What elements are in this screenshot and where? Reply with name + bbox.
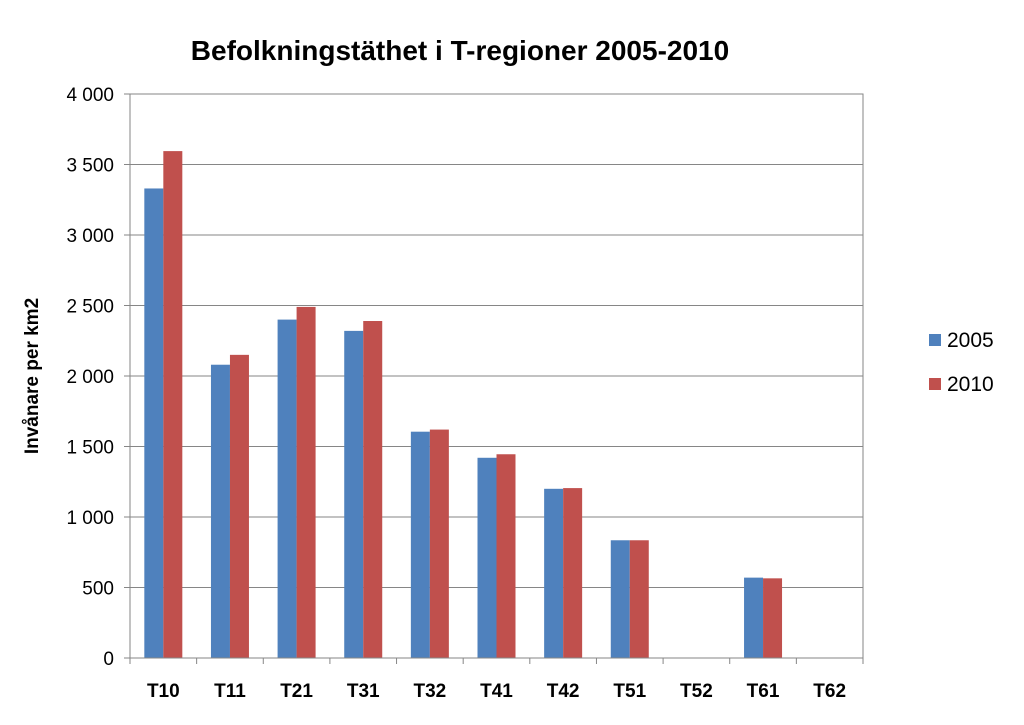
y-tick-label: 0 bbox=[103, 649, 114, 670]
y-tick-label: 1 500 bbox=[66, 438, 114, 459]
x-tick-label: T11 bbox=[214, 681, 246, 702]
bar-2005-T61 bbox=[744, 577, 764, 658]
chart-title: Befolkningstäthet i T-regioner 2005-2010 bbox=[191, 35, 729, 66]
x-tick-label: T62 bbox=[813, 681, 846, 702]
x-axis-categories: T10 T11 T21 T31 T32 T41 T42 T51 T52 T61 T62 bbox=[147, 681, 846, 702]
bar-2010-T61 bbox=[763, 578, 783, 658]
y-tick-label: 2 000 bbox=[66, 367, 114, 388]
x-tick-label: T61 bbox=[747, 681, 780, 702]
legend-label-2005: 2005 bbox=[947, 329, 994, 352]
y-tick-label: 2 500 bbox=[66, 297, 114, 318]
bar-2010-T32 bbox=[429, 429, 449, 658]
y-tick-label: 4 000 bbox=[66, 85, 114, 106]
bars bbox=[144, 151, 783, 659]
x-tick-label: T32 bbox=[413, 681, 446, 702]
bar-2005-T31 bbox=[344, 330, 364, 658]
bar-2005-T10 bbox=[144, 188, 164, 658]
x-tick-label: T31 bbox=[347, 681, 380, 702]
gridlines bbox=[130, 93, 863, 588]
y-tick-label: 3 000 bbox=[66, 226, 114, 247]
legend-label-2010: 2010 bbox=[947, 373, 994, 396]
bar-2010-T21 bbox=[296, 306, 316, 658]
bar-2005-T51 bbox=[610, 540, 630, 658]
bar-2005-T11 bbox=[210, 364, 230, 658]
x-tick-label: T21 bbox=[280, 681, 313, 702]
bar-2010-T42 bbox=[563, 488, 583, 658]
bar-2010-T10 bbox=[163, 151, 183, 659]
bar-2010-T41 bbox=[496, 454, 516, 658]
x-tick-label: T10 bbox=[147, 681, 180, 702]
bar-2005-T41 bbox=[477, 457, 497, 658]
bar-2010-T11 bbox=[229, 354, 249, 658]
bar-2005-T42 bbox=[544, 488, 564, 658]
y-axis-label: Invånare per km2 bbox=[22, 298, 43, 454]
y-tick-label: 3 500 bbox=[66, 156, 114, 177]
legend: 2005 2010 bbox=[929, 329, 994, 396]
legend-swatch-2005 bbox=[929, 334, 941, 346]
y-axis-ticks: 0 500 1 000 1 500 2 000 2 500 3 000 3 500 4 000 bbox=[66, 85, 130, 670]
bar-2010-T31 bbox=[363, 321, 383, 658]
x-tick-label: T51 bbox=[613, 681, 646, 702]
x-tick-label: T41 bbox=[480, 681, 513, 702]
plot-area-border bbox=[129, 93, 864, 659]
x-tick-label: T42 bbox=[547, 681, 580, 702]
axes bbox=[129, 93, 864, 664]
bar-2010-T51 bbox=[629, 540, 649, 658]
bar-2005-T32 bbox=[410, 431, 430, 658]
y-tick-label: 500 bbox=[82, 579, 114, 600]
bar-2005-T21 bbox=[277, 319, 297, 658]
x-tick-label: T52 bbox=[680, 681, 713, 702]
y-tick-label: 1 000 bbox=[66, 508, 114, 529]
legend-swatch-2010 bbox=[929, 378, 941, 390]
